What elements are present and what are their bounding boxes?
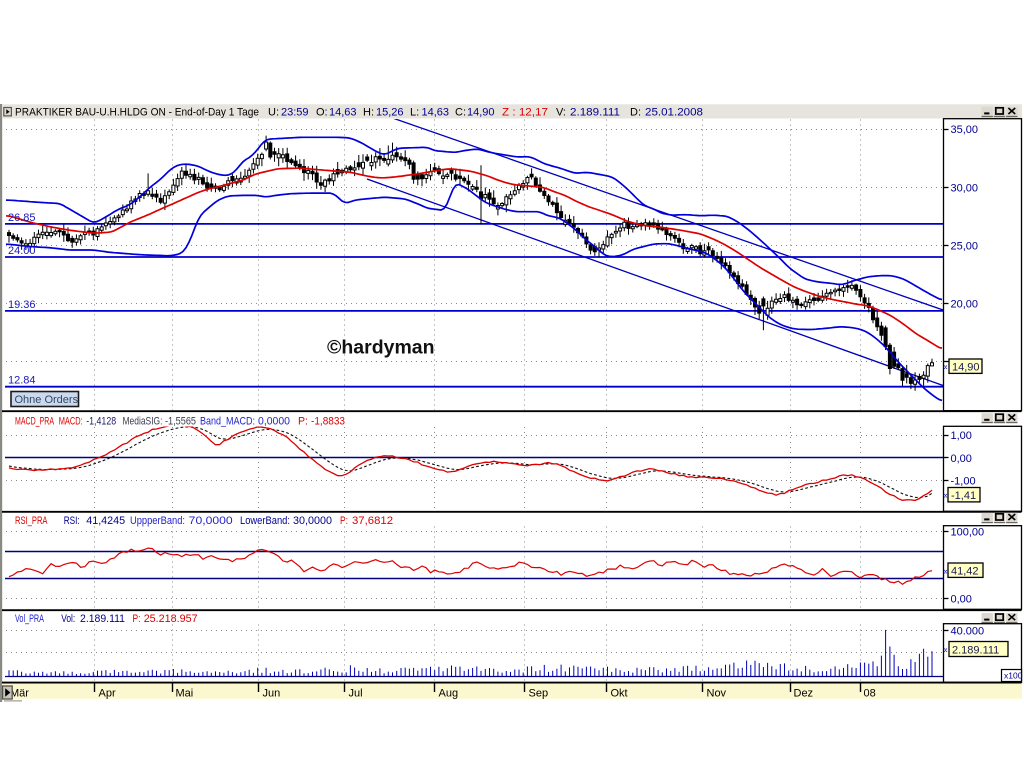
svg-text:0,0000: 0,0000 xyxy=(258,415,290,427)
svg-text:30,00: 30,00 xyxy=(951,182,979,194)
svg-text:V:: V: xyxy=(556,106,566,118)
svg-text:14,63: 14,63 xyxy=(422,106,450,118)
svg-text:P:: P: xyxy=(298,415,308,427)
svg-text:Nov: Nov xyxy=(707,688,727,700)
svg-text:30,0000: 30,0000 xyxy=(293,515,332,527)
svg-text:L:: L: xyxy=(410,106,419,118)
svg-text:26.85: 26.85 xyxy=(8,212,36,224)
svg-text:U:: U: xyxy=(268,106,279,118)
svg-text:41,4245: 41,4245 xyxy=(86,515,125,527)
svg-text:MACD:: MACD: xyxy=(59,415,83,427)
svg-text:14,90: 14,90 xyxy=(467,106,495,118)
svg-text:41,42: 41,42 xyxy=(951,565,979,577)
svg-text:12.84: 12.84 xyxy=(8,375,36,387)
svg-text:Vol_PRA: Vol_PRA xyxy=(15,613,44,625)
svg-text:Apr: Apr xyxy=(99,688,116,700)
svg-text:19.36: 19.36 xyxy=(8,299,36,311)
svg-text:-1,4128: -1,4128 xyxy=(86,415,116,427)
svg-text:«: « xyxy=(943,566,948,576)
svg-text:1,00: 1,00 xyxy=(951,430,972,442)
svg-text:2.189.111: 2.189.111 xyxy=(570,106,620,118)
svg-text:MediaSIG:: MediaSIG: xyxy=(123,415,163,427)
svg-text:24.00: 24.00 xyxy=(8,245,36,257)
svg-text:40.000: 40.000 xyxy=(951,626,985,638)
svg-text:H:: H: xyxy=(363,106,374,118)
svg-text:-1,5565: -1,5565 xyxy=(165,415,196,427)
svg-text:23:59: 23:59 xyxy=(281,106,309,118)
svg-text:«: « xyxy=(943,361,948,371)
svg-text:x100: x100 xyxy=(1004,671,1023,681)
svg-text:20,00: 20,00 xyxy=(951,299,979,311)
svg-text:70,0000: 70,0000 xyxy=(189,515,233,527)
svg-text:D:: D: xyxy=(630,106,641,118)
svg-text:Band_MACD:: Band_MACD: xyxy=(200,415,255,427)
svg-text:P:: P: xyxy=(340,515,348,527)
svg-text:0,00: 0,00 xyxy=(951,453,972,465)
svg-text:100,00: 100,00 xyxy=(951,527,985,539)
svg-text:14,63: 14,63 xyxy=(329,106,357,118)
svg-text:Mai: Mai xyxy=(176,688,194,700)
svg-text:15,26: 15,26 xyxy=(376,106,404,118)
svg-text:25.218.957: 25.218.957 xyxy=(144,613,198,625)
svg-text:2.189.111: 2.189.111 xyxy=(952,644,999,656)
svg-text:PRAKTIKER BAU-U.H.HLDG ON - En: PRAKTIKER BAU-U.H.HLDG ON - End-of-Day 1… xyxy=(15,106,259,118)
svg-text:Mär: Mär xyxy=(10,688,29,700)
svg-text:Ohne Orders: Ohne Orders xyxy=(15,394,79,406)
svg-text:-1,00: -1,00 xyxy=(951,476,976,488)
svg-text:LowerBand:: LowerBand: xyxy=(240,515,290,527)
svg-text:-1,8833: -1,8833 xyxy=(311,415,345,427)
svg-text:Jun: Jun xyxy=(263,688,281,700)
svg-text:25.01.2008: 25.01.2008 xyxy=(645,106,703,118)
svg-text:RSI_PRA: RSI_PRA xyxy=(15,515,48,527)
svg-text:-1,41: -1,41 xyxy=(951,490,976,502)
svg-text:Z : 12,17: Z : 12,17 xyxy=(502,106,548,118)
svg-text:0,00: 0,00 xyxy=(951,594,972,606)
svg-text:08: 08 xyxy=(864,688,876,700)
svg-text:Jul: Jul xyxy=(349,688,363,700)
svg-text:C:: C: xyxy=(455,106,466,118)
svg-text:MACD_PRA: MACD_PRA xyxy=(15,415,54,427)
svg-text:O:: O: xyxy=(316,106,328,118)
svg-text:RSI:: RSI: xyxy=(64,515,80,527)
svg-text:©hardyman: ©hardyman xyxy=(327,337,435,359)
svg-text:2.189.111: 2.189.111 xyxy=(80,613,125,625)
svg-text:Sep: Sep xyxy=(529,688,549,700)
svg-text:Aug: Aug xyxy=(439,688,459,700)
svg-text:14,90: 14,90 xyxy=(952,361,980,373)
svg-text:25,00: 25,00 xyxy=(951,240,979,252)
svg-text:Dez: Dez xyxy=(794,688,814,700)
svg-text:35,00: 35,00 xyxy=(951,124,979,136)
svg-text:«: « xyxy=(943,644,948,654)
svg-text:37,6812: 37,6812 xyxy=(352,515,393,527)
svg-text:P:: P: xyxy=(133,613,141,625)
svg-text:Vol:: Vol: xyxy=(61,613,75,625)
svg-text:«: « xyxy=(943,490,948,500)
svg-text:Okt: Okt xyxy=(611,688,628,700)
svg-text:UppperBand:: UppperBand: xyxy=(130,515,185,527)
